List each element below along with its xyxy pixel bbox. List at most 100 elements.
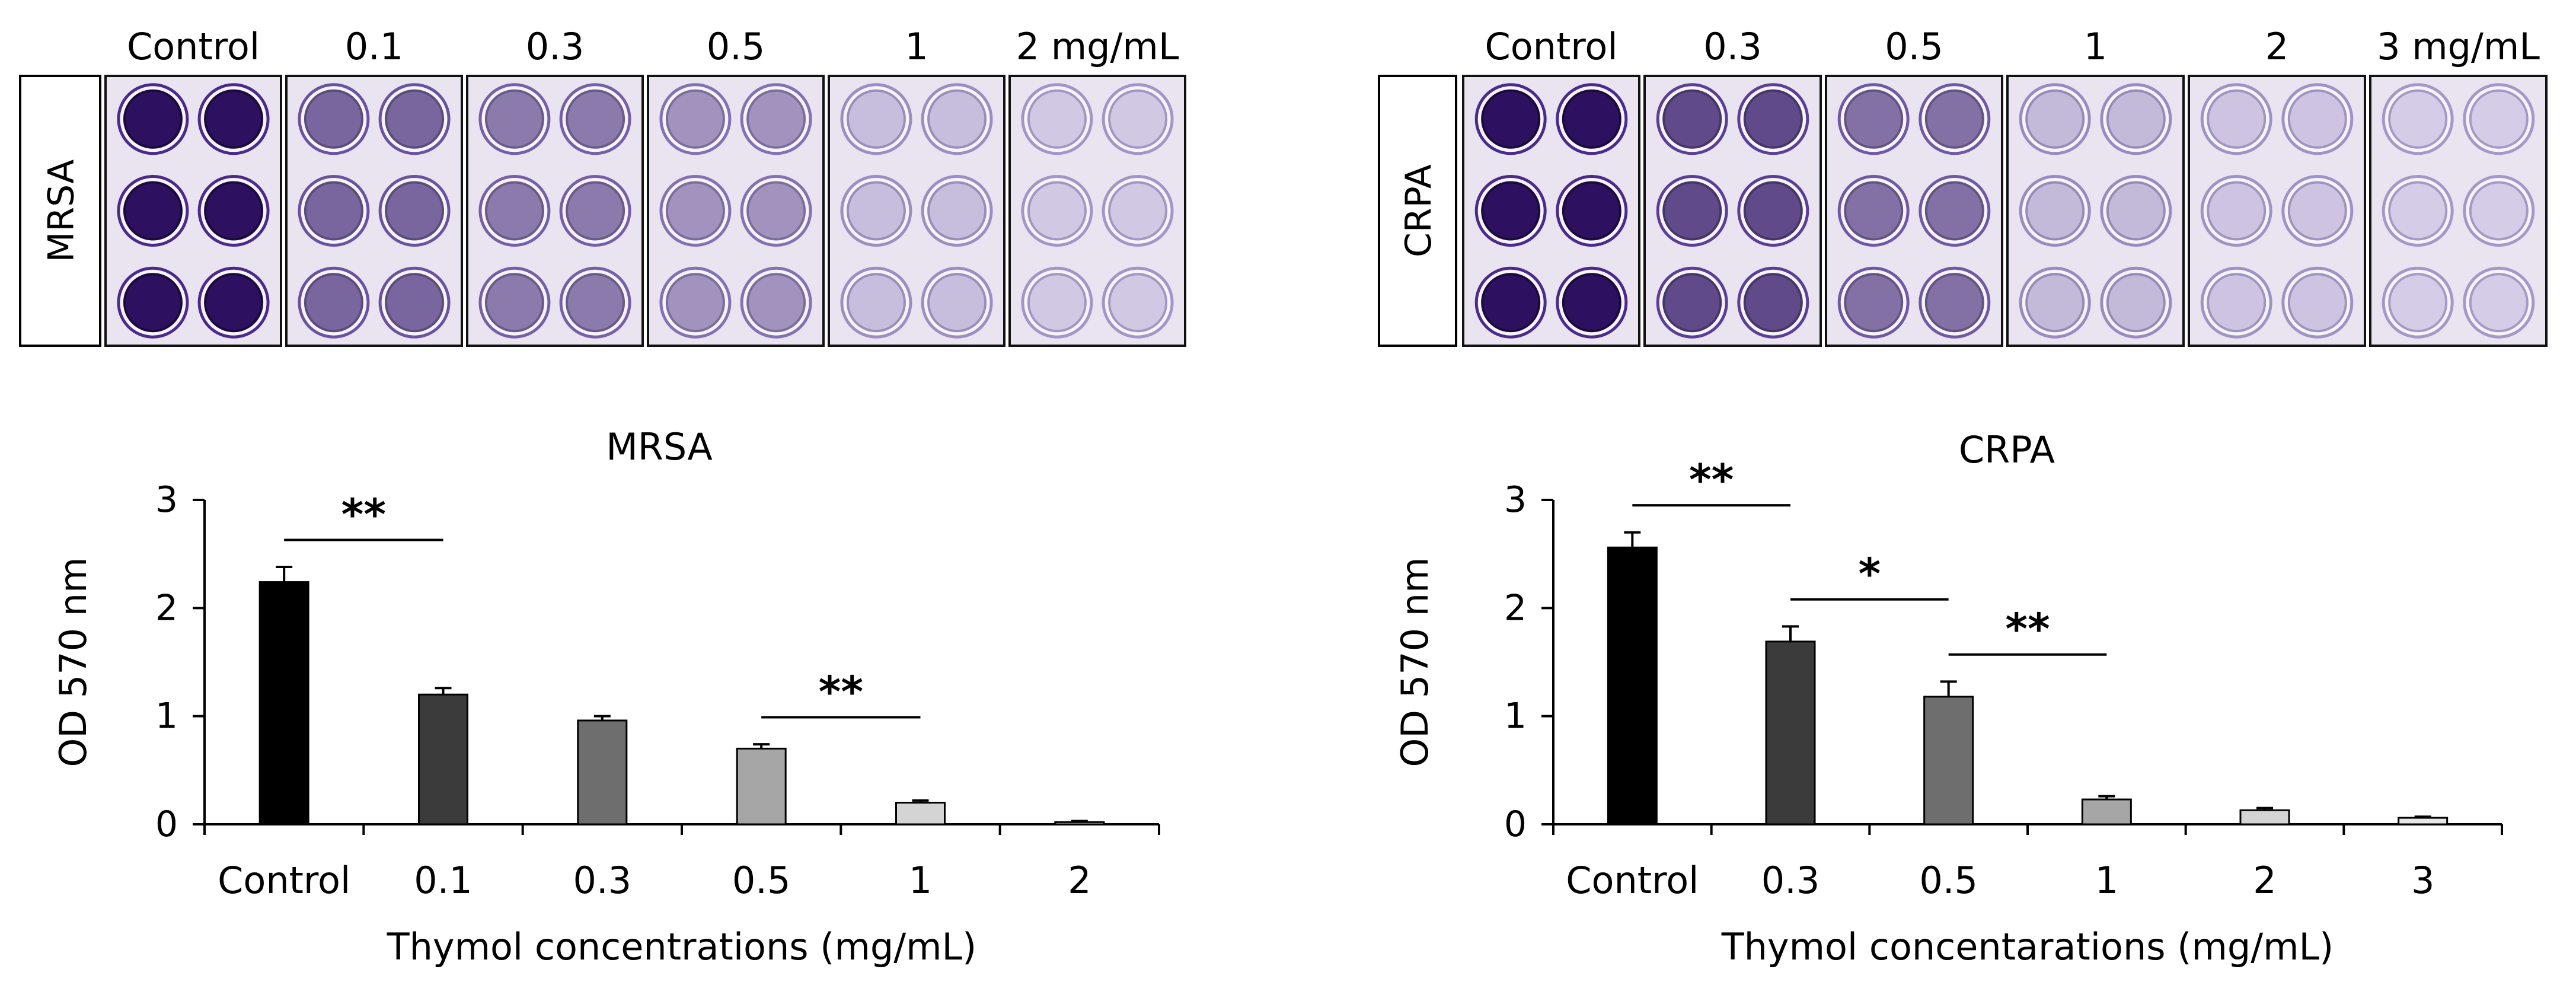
x-tick-label: 0.1: [414, 859, 473, 902]
plate-well: [566, 181, 625, 241]
plate-well: [1481, 89, 1541, 149]
y-tick-label: 3: [155, 479, 178, 521]
x-tick-label: 0.5: [1919, 859, 1978, 902]
plate-side-label: CRPA: [1398, 164, 1439, 257]
plate-column-header: Control: [127, 25, 260, 68]
significance-label: **: [2005, 604, 2050, 654]
plate-well: [2207, 181, 2267, 241]
significance-label: **: [819, 667, 863, 716]
bar-chart-mrsa: MRSA OD 570 nm 0 1 2 3 Control 0.1 0.3 0.5 1 2 Thymo…: [52, 425, 1160, 968]
bar: [1054, 821, 1105, 825]
plate-side-label-box: [19, 75, 101, 347]
plate-well: [665, 273, 725, 333]
x-tick-label: 0.3: [1761, 859, 1820, 902]
plate-column-header: 3 mg/mL: [2377, 25, 2540, 68]
y-tick-label: 1: [1504, 696, 1527, 737]
y-axis-label: OD 570 nm: [1393, 557, 1437, 767]
plate-well: [1924, 181, 1984, 241]
plate-well: [304, 89, 363, 149]
plate-well: [927, 181, 987, 241]
chart-title: CRPA: [1959, 428, 2055, 471]
plate-well: [304, 181, 363, 241]
plate-column-header: 0.5: [707, 25, 765, 68]
plate-panel-mrsa: MRSA Control 0.1 0.3 0.5 1 2 mg/mL: [19, 25, 1186, 347]
plate-well: [746, 273, 806, 333]
plate-well: [2287, 181, 2347, 241]
plate-well: [123, 273, 183, 333]
plate-well: [2207, 273, 2267, 333]
plate-well: [846, 89, 906, 149]
bar-charts: MRSA OD 570 nm 0 1 2 3 Control 0.1 0.3 0.5 1 2 Thymo…: [52, 425, 2503, 968]
plate-well: [1662, 181, 1722, 241]
plate-well: [2025, 89, 2085, 149]
x-tick-label: Control: [218, 859, 350, 902]
plate-well: [2287, 89, 2347, 149]
plate-well: [927, 89, 987, 149]
plate-column-header: 1: [905, 25, 928, 68]
plate-column-header: 0.3: [1703, 25, 1762, 68]
significance-label: **: [341, 489, 386, 539]
plate-column-header: 1: [2084, 25, 2107, 68]
bar: [1923, 696, 1974, 825]
plate-well: [2469, 273, 2529, 333]
plate-well: [746, 181, 806, 241]
plate-well: [1108, 273, 1168, 333]
plate-well: [2469, 89, 2529, 149]
y-tick-label: 1: [155, 696, 178, 737]
plate-well: [385, 273, 445, 333]
x-tick-label: 0.3: [573, 859, 632, 902]
plate-well: [566, 89, 625, 149]
plate-well: [1481, 273, 1541, 333]
plate-panel-crpa: CRPA Control 0.3 0.5 1 2 3 mg/mL: [1378, 25, 2548, 347]
plate-well: [566, 273, 625, 333]
plate-column-header: 0.5: [1885, 25, 1943, 68]
x-tick-label: 2: [2253, 859, 2276, 902]
x-tick-label: 0.5: [732, 859, 791, 902]
plate-well: [484, 273, 544, 333]
plate-well: [484, 89, 544, 149]
plate-well: [1481, 181, 1541, 241]
plate-well: [1743, 273, 1803, 333]
plate-well: [746, 89, 806, 149]
bar: [2081, 798, 2132, 825]
x-tick-label: 2: [1068, 859, 1091, 902]
plate-well: [1562, 273, 1621, 333]
plate-well: [1844, 181, 1904, 241]
chart-title: MRSA: [606, 425, 713, 468]
plate-column-header: 2: [2265, 25, 2288, 68]
plate-well: [204, 273, 264, 333]
significance-label: *: [1859, 549, 1881, 599]
plate-side-label-box: [1378, 75, 1457, 347]
y-tick-label: 2: [1504, 587, 1527, 629]
plate-well: [927, 273, 987, 333]
plate-well: [2025, 273, 2085, 333]
plate-well: [2287, 273, 2347, 333]
plate-well: [1027, 273, 1087, 333]
bar: [736, 747, 787, 825]
plate-column-header: Control: [1485, 25, 1617, 68]
x-tick-label: Control: [1566, 859, 1699, 902]
plate-well: [2106, 89, 2166, 149]
bar-chart-crpa: CRPA OD 570 nm 0 1 2 3 Control 0.3 0.5 1 2 3 Thymol …: [1393, 428, 2503, 968]
bar: [258, 581, 309, 825]
plate-well: [1924, 273, 1984, 333]
bar: [895, 802, 946, 825]
plate-well: [1924, 89, 1984, 149]
plate-well: [1027, 181, 1087, 241]
plate-well: [2388, 181, 2448, 241]
plate-well: [2388, 273, 2448, 333]
plate-well: [665, 89, 725, 149]
plate-well: [385, 181, 445, 241]
plate-column-header: 0.1: [345, 25, 404, 68]
x-tick-label: 1: [2095, 859, 2118, 902]
plate-column-header: 0.3: [526, 25, 585, 68]
plate-well: [1743, 89, 1803, 149]
y-tick-label: 0: [1504, 804, 1527, 845]
plate-well: [1662, 273, 1722, 333]
y-axis-label: OD 570 nm: [52, 557, 95, 767]
bar: [1607, 546, 1658, 825]
plate-well: [2388, 89, 2448, 149]
plate-images: MRSA Control 0.1 0.3 0.5 1 2 mg/mL CRPA Control 0…: [19, 25, 2548, 347]
plate-well: [2106, 273, 2166, 333]
